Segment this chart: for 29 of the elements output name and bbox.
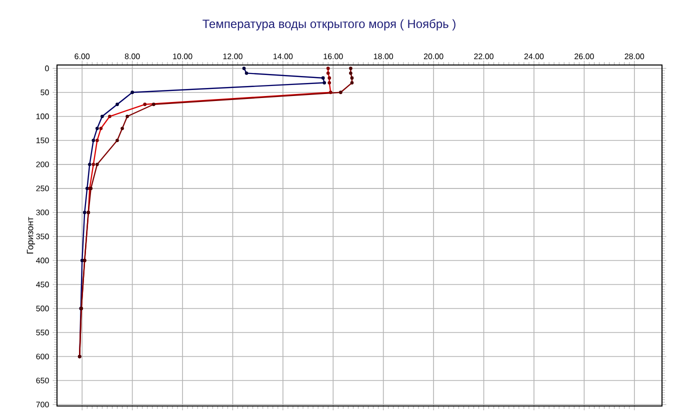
x-tick-label: 14.00 bbox=[274, 54, 293, 60]
x-tick-label: 20.00 bbox=[424, 54, 444, 60]
y-tick-label: 50 bbox=[40, 90, 49, 96]
y-tick-label: 250 bbox=[36, 186, 49, 192]
x-tick-label: 6.00 bbox=[74, 54, 90, 60]
y-tick-label: 300 bbox=[36, 210, 49, 216]
y-tick-label: 450 bbox=[36, 282, 49, 288]
y-tick-label: 600 bbox=[36, 354, 49, 360]
y-tick-label: 200 bbox=[36, 162, 49, 168]
y-tick-label: 350 bbox=[36, 234, 49, 240]
y-tick-label: 150 bbox=[36, 138, 49, 144]
y-tick-label: 400 bbox=[36, 258, 49, 264]
x-tick-label: 8.00 bbox=[124, 54, 140, 60]
y-tick-label: 500 bbox=[36, 306, 49, 312]
x-tick-label: 28.00 bbox=[624, 54, 644, 60]
y-axis-title: Горизонт bbox=[26, 216, 35, 254]
chart-title: Температура воды открытого моря ( Ноябрь ) bbox=[202, 19, 456, 30]
x-tick-label: 16.00 bbox=[324, 54, 343, 60]
x-tick-label: 12.00 bbox=[223, 54, 242, 60]
x-tick-label: 22.00 bbox=[474, 54, 494, 60]
y-tick-label: 700 bbox=[36, 402, 49, 408]
y-tick-label: 0 bbox=[45, 66, 49, 72]
x-tick-label: 24.00 bbox=[524, 54, 544, 60]
x-tick-label: 18.00 bbox=[374, 54, 394, 60]
y-tick-label: 100 bbox=[36, 114, 49, 120]
x-tick-label: 10.00 bbox=[173, 54, 192, 60]
y-tick-label: 550 bbox=[36, 330, 49, 336]
y-tick-label: 650 bbox=[36, 378, 49, 384]
x-tick-label: 26.00 bbox=[574, 54, 594, 60]
